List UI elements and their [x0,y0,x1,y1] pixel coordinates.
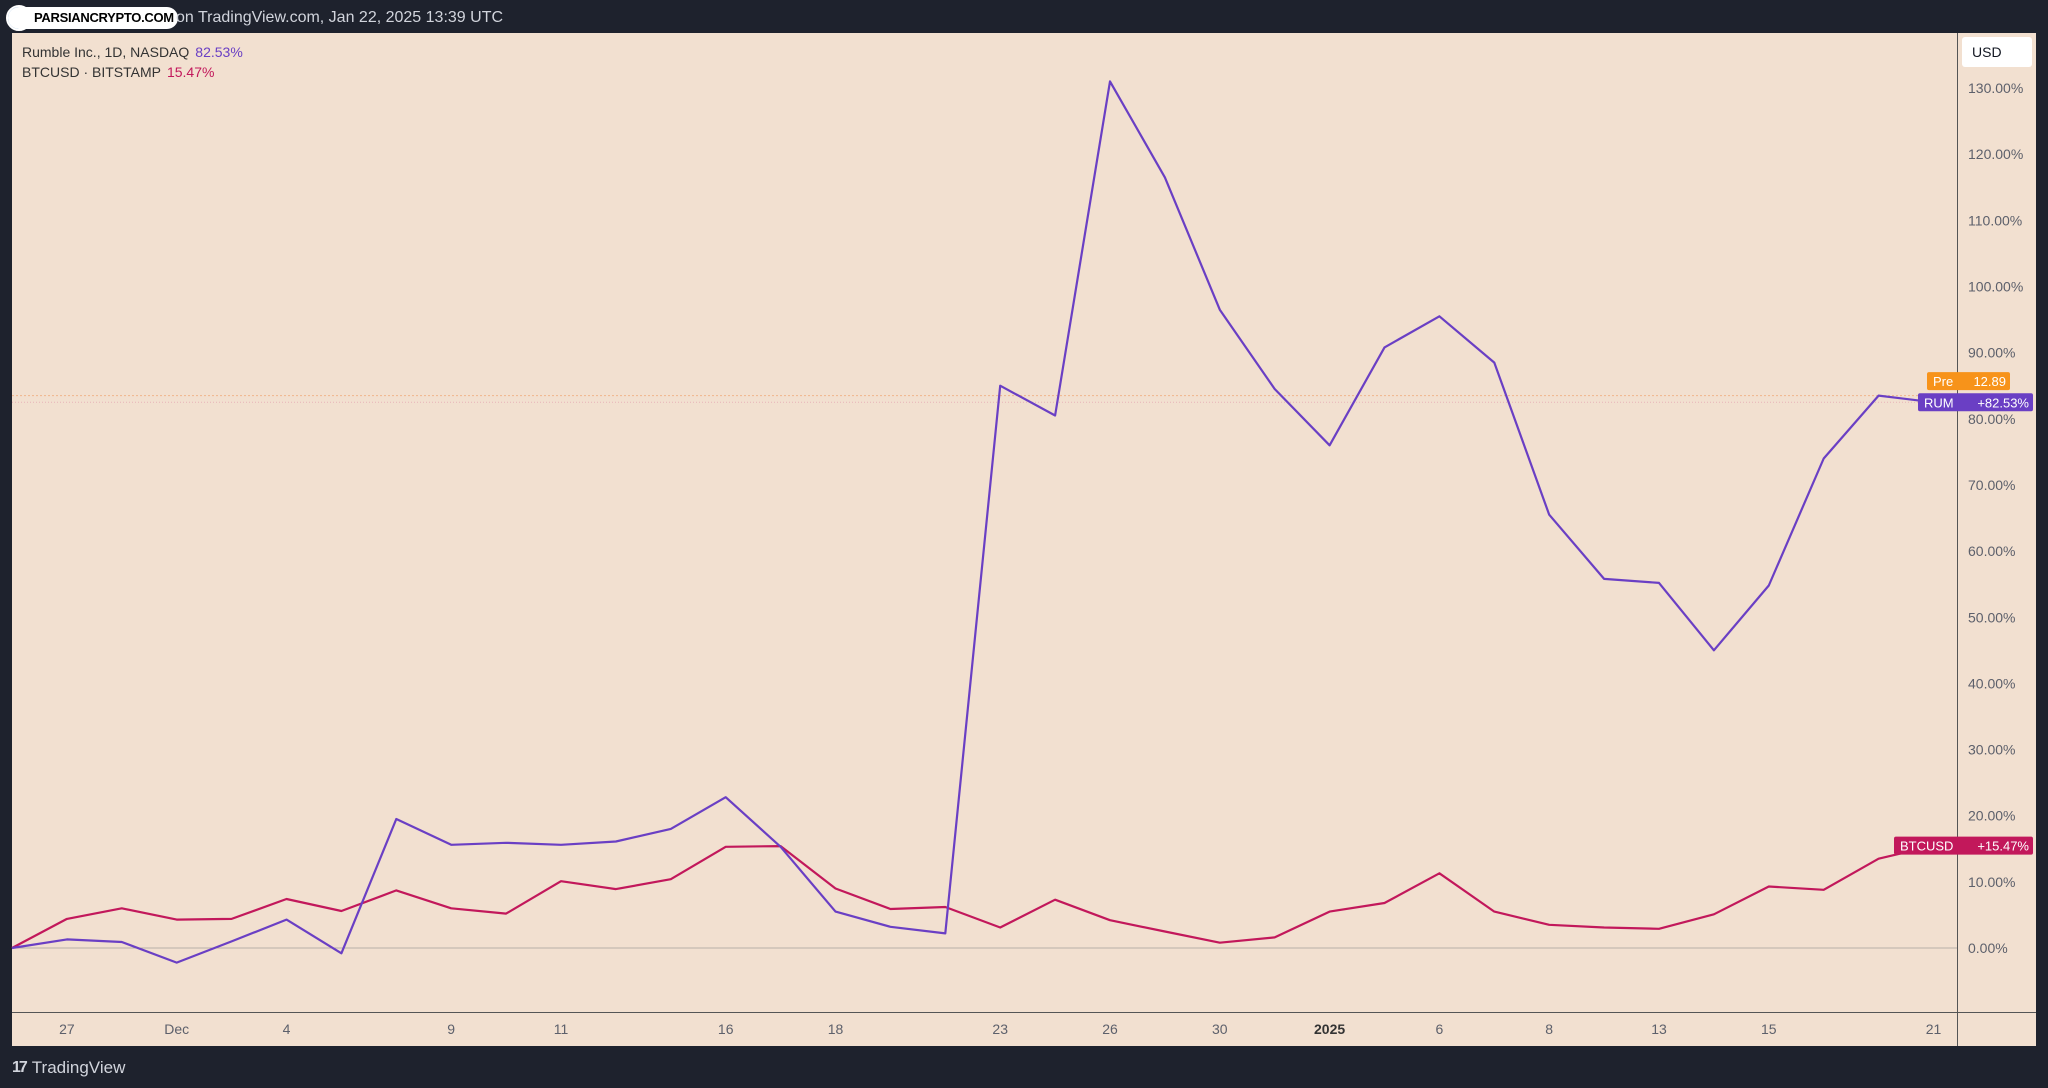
legend-label-btc: BTCUSD · BITSTAMP [22,64,161,80]
x-tick-label: 15 [1761,1021,1777,1037]
y-tick-label: 0.00% [1968,940,2008,956]
y-tick-label: 100.00% [1968,279,2023,295]
btc-series-line [11,844,1934,949]
y-tick-label: 130.00% [1968,80,2023,96]
x-tick-label: 2025 [1314,1021,1345,1037]
published-text: on TradingView.com, Jan 22, 2025 13:39 U… [176,9,504,26]
watermark-logo: PARSIANCRYPTO.COM [8,7,178,29]
y-tick-label: 120.00% [1968,146,2023,162]
legend-item-rum[interactable]: Rumble Inc., 1D, NASDAQ 82.53% [22,42,243,62]
x-tick-label: 9 [447,1021,455,1037]
x-tick-label: 16 [718,1021,734,1037]
x-tick-label: 30 [1212,1021,1228,1037]
y-tick-label: 40.00% [1968,675,2015,691]
x-tick-label: 26 [1102,1021,1118,1037]
tradingview-brand: TradingView [31,1058,126,1077]
legend-label-rum: Rumble Inc., 1D, NASDAQ [22,44,190,60]
rum-tag-value: +82.53% [1977,395,2029,410]
btc-tag-label: BTCUSD [1900,839,1953,854]
x-tick-label: 21 [1926,1021,1942,1037]
time-axis-divider [12,1012,2036,1013]
y-tick-label: 110.00% [1968,212,2022,228]
btc-tag-box [1894,836,2033,855]
y-tick-label: 80.00% [1968,411,2015,427]
chart-area[interactable] [12,33,2036,1046]
x-tick-label: 18 [828,1021,844,1037]
x-tick-label: 13 [1651,1021,1667,1037]
x-tick-label: 23 [992,1021,1008,1037]
tradingview-logo[interactable]: 17 TradingView [12,1058,125,1078]
y-tick-label: 30.00% [1968,742,2015,758]
bottom-bar: 17 TradingView [0,1046,2048,1088]
y-tick-label: 70.00% [1968,477,2015,493]
btc-tag-value: +15.47% [1977,839,2029,854]
y-tick-label: 50.00% [1968,609,2015,625]
y-tick-label: 60.00% [1968,543,2015,559]
x-tick-label: 27 [59,1021,75,1037]
chart-legend: Rumble Inc., 1D, NASDAQ 82.53% BTCUSD · B… [22,42,243,82]
rum-tag-box [1918,393,2033,412]
x-tick-label: 4 [283,1021,291,1037]
legend-value-btc: 15.47% [166,64,215,80]
x-tick-label: 6 [1436,1021,1444,1037]
currency-button[interactable]: USD [1962,37,2032,67]
legend-value-rum: 82.53% [195,44,243,60]
x-tick-label: 11 [554,1021,569,1037]
pre-tag-label: Pre [1933,374,1953,389]
y-tick-label: 90.00% [1968,345,2015,361]
rum-tag-label: RUM [1924,395,1954,410]
top-bar: PARSIANCRYPTO.COM on TradingView.com, Ja… [0,0,2048,33]
y-tick-label: 10.00% [1968,874,2015,890]
legend-item-btc[interactable]: BTCUSD · BITSTAMP 15.47% [22,62,243,82]
x-tick-label: Dec [164,1021,189,1037]
x-tick-label: 8 [1545,1021,1553,1037]
price-axis-divider [1957,33,1958,1046]
pre-tag-box [1927,372,2010,391]
tradingview-mark-icon: 17 [12,1059,28,1076]
rum-series-line [11,80,1934,964]
y-tick-label: 20.00% [1968,808,2015,824]
pre-tag-value: 12.89 [1973,374,2006,389]
